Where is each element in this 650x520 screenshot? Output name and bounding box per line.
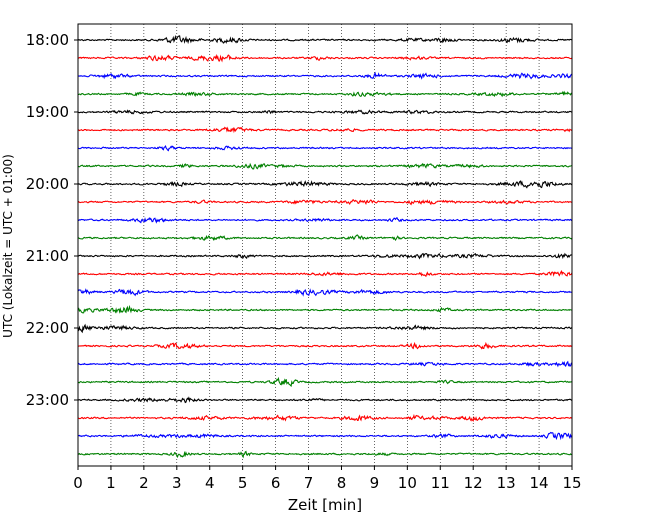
x-tick-label: 15 xyxy=(562,474,581,492)
seismogram-trace xyxy=(77,269,573,278)
x-tick-label: 0 xyxy=(73,474,83,492)
x-tick-label: 14 xyxy=(530,474,549,492)
x-axis-ticks: 0 1 2 3 4 5 6 7 8 9 10 11 12 13 14 15 xyxy=(73,466,582,492)
y-tick-label: 19:00 xyxy=(26,103,69,121)
x-axis-label: Zeit [min] xyxy=(288,496,362,514)
x-tick-label: 1 xyxy=(106,474,116,492)
seismogram-trace xyxy=(77,126,573,134)
x-tick-label: 9 xyxy=(370,474,380,492)
seismogram-trace xyxy=(77,431,573,441)
seismogram-trace xyxy=(77,288,573,297)
x-tick-label: 10 xyxy=(398,474,417,492)
seismogram-trace xyxy=(77,396,573,404)
y-tick-label: 23:00 xyxy=(26,391,69,409)
y-tick-label: 18:00 xyxy=(26,31,69,49)
seismogram-trace xyxy=(77,145,573,152)
x-tick-label: 4 xyxy=(205,474,215,492)
seismogram-trace xyxy=(77,199,573,206)
x-tick-label: 11 xyxy=(431,474,450,492)
seismogram-trace xyxy=(77,323,573,334)
seismogram-trace xyxy=(77,90,573,98)
seismogram-trace xyxy=(78,413,573,422)
seismogram-trace xyxy=(77,109,573,115)
y-axis-ticks: 18:00 19:00 20:00 21:00 22:00 23:00 xyxy=(26,31,78,409)
seismogram-trace xyxy=(77,180,573,189)
seismogram-trace xyxy=(77,234,573,241)
seismogram-trace xyxy=(77,376,573,387)
x-tick-label: 8 xyxy=(337,474,347,492)
x-tick-label: 7 xyxy=(304,474,314,492)
seismogram-trace xyxy=(77,360,573,368)
x-tick-label: 6 xyxy=(271,474,281,492)
plot-frame xyxy=(77,23,573,467)
seismogram-trace xyxy=(77,304,573,314)
x-tick-label: 3 xyxy=(172,474,182,492)
y-axis-label: UTC (Lokalzeit = UTC + 01:00) xyxy=(1,154,15,338)
x-tick-label: 5 xyxy=(238,474,248,492)
seismogram-traces xyxy=(77,34,573,459)
seismogram-trace xyxy=(77,71,573,80)
y-tick-label: 20:00 xyxy=(26,175,69,193)
seismogram-trace xyxy=(77,341,573,350)
x-tick-label: 2 xyxy=(139,474,149,492)
x-tick-label: 12 xyxy=(464,474,483,492)
seismogram-trace xyxy=(77,53,573,63)
y-tick-label: 21:00 xyxy=(26,247,69,265)
seismogram-trace xyxy=(77,34,573,45)
seismogram-trace xyxy=(77,217,573,224)
seismogram-trace xyxy=(77,252,573,260)
x-tick-label: 13 xyxy=(497,474,516,492)
seismogram-trace xyxy=(77,450,573,459)
seismogram-trace xyxy=(77,162,573,170)
y-tick-label: 22:00 xyxy=(26,319,69,337)
